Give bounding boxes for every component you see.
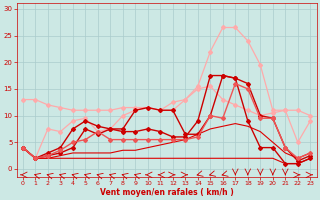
X-axis label: Vent moyen/en rafales ( km/h ): Vent moyen/en rafales ( km/h ) <box>100 188 234 197</box>
